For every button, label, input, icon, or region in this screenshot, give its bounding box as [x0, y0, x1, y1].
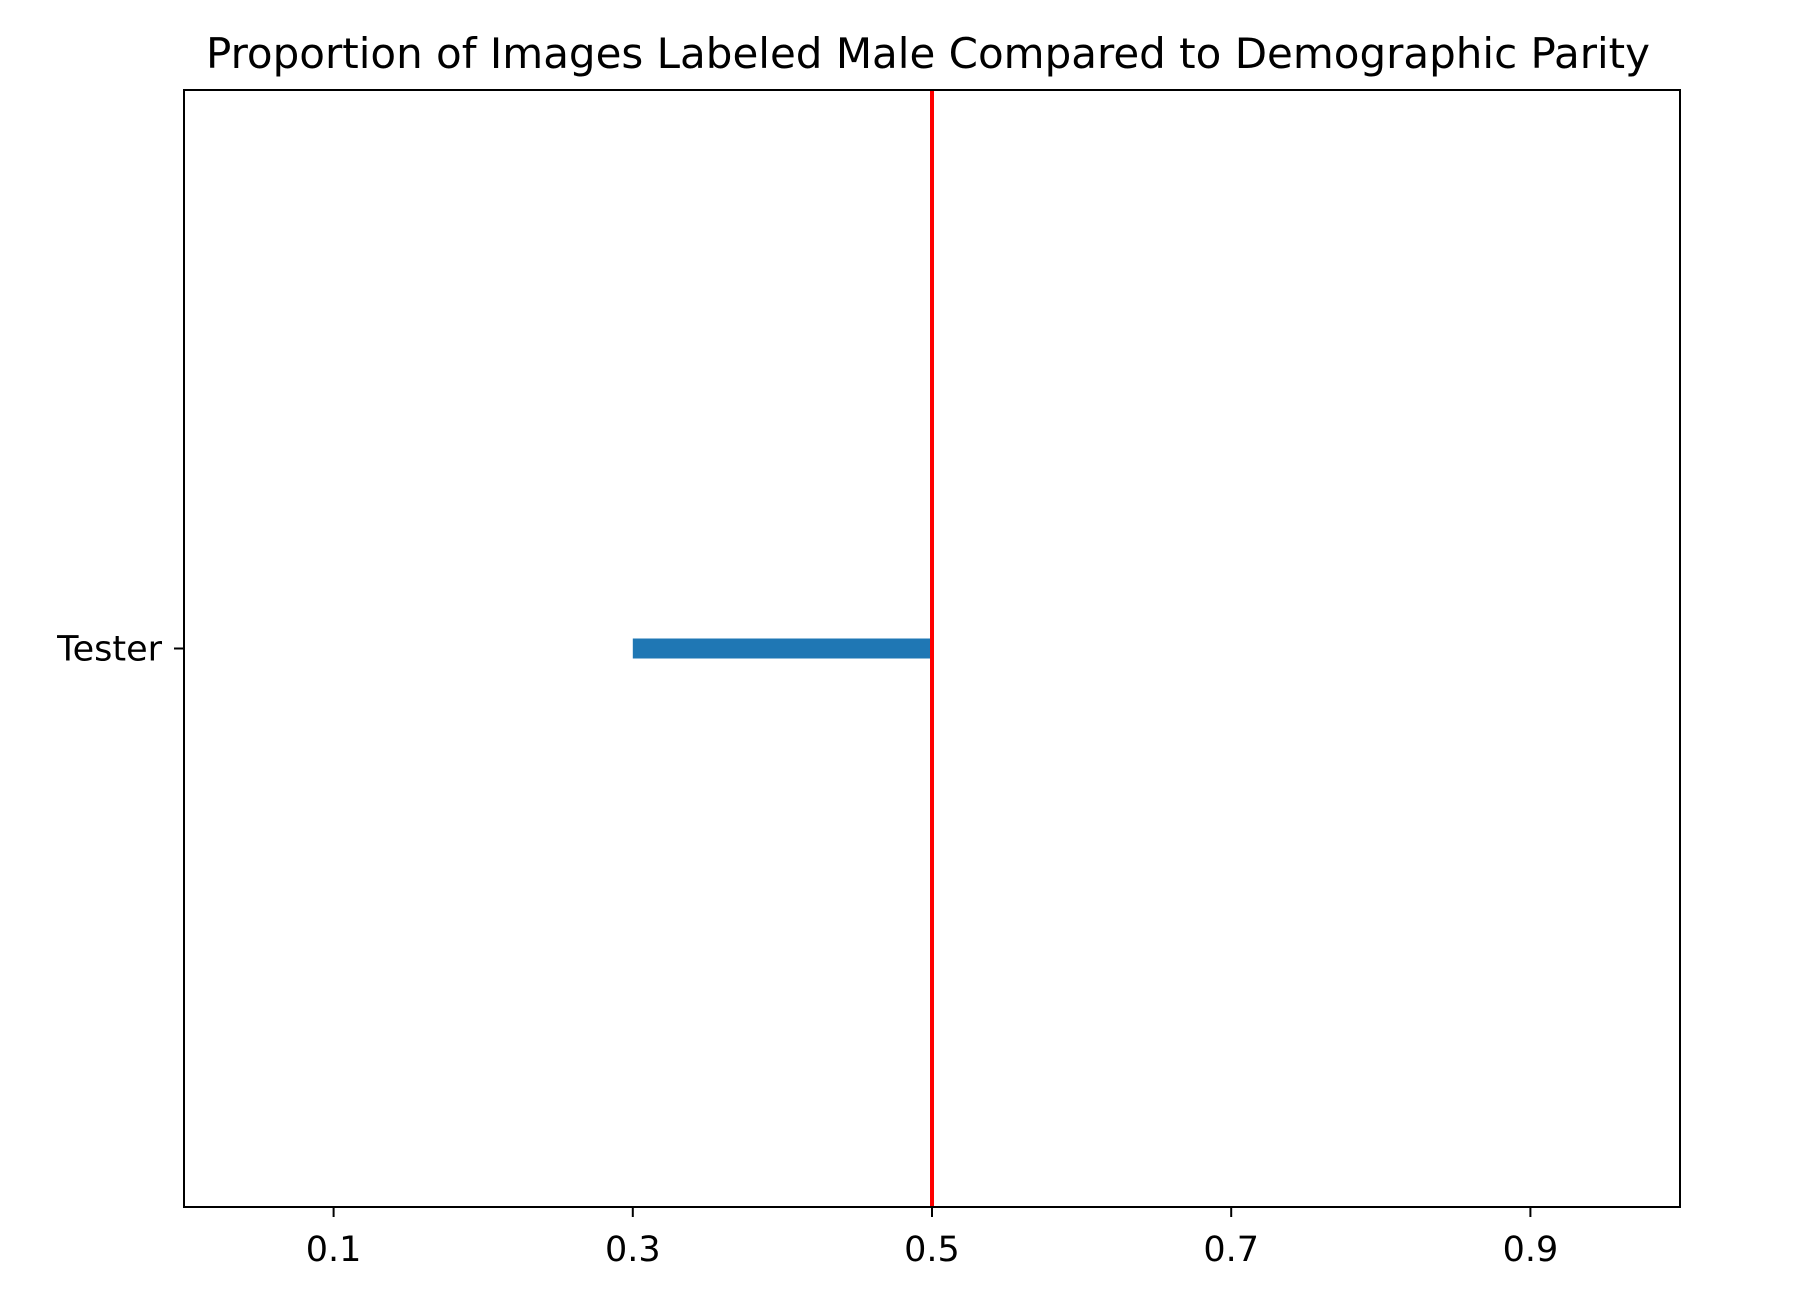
y-axis: Tester	[56, 630, 184, 670]
y-tick-label: Tester	[56, 630, 162, 670]
x-tick-label: 0.7	[1203, 1230, 1259, 1270]
plot-area	[632, 90, 934, 1207]
chart-title: Proportion of Images Labeled Male Compar…	[206, 29, 1650, 78]
x-tick-label: 0.5	[904, 1230, 960, 1270]
x-tick-label: 0.9	[1503, 1230, 1559, 1270]
bar-tester	[632, 638, 932, 659]
x-axis: 0.1 0.3 0.5 0.7 0.9	[306, 1207, 1558, 1270]
x-tick-label: 0.1	[306, 1230, 362, 1270]
x-tick-label: 0.3	[605, 1230, 661, 1270]
